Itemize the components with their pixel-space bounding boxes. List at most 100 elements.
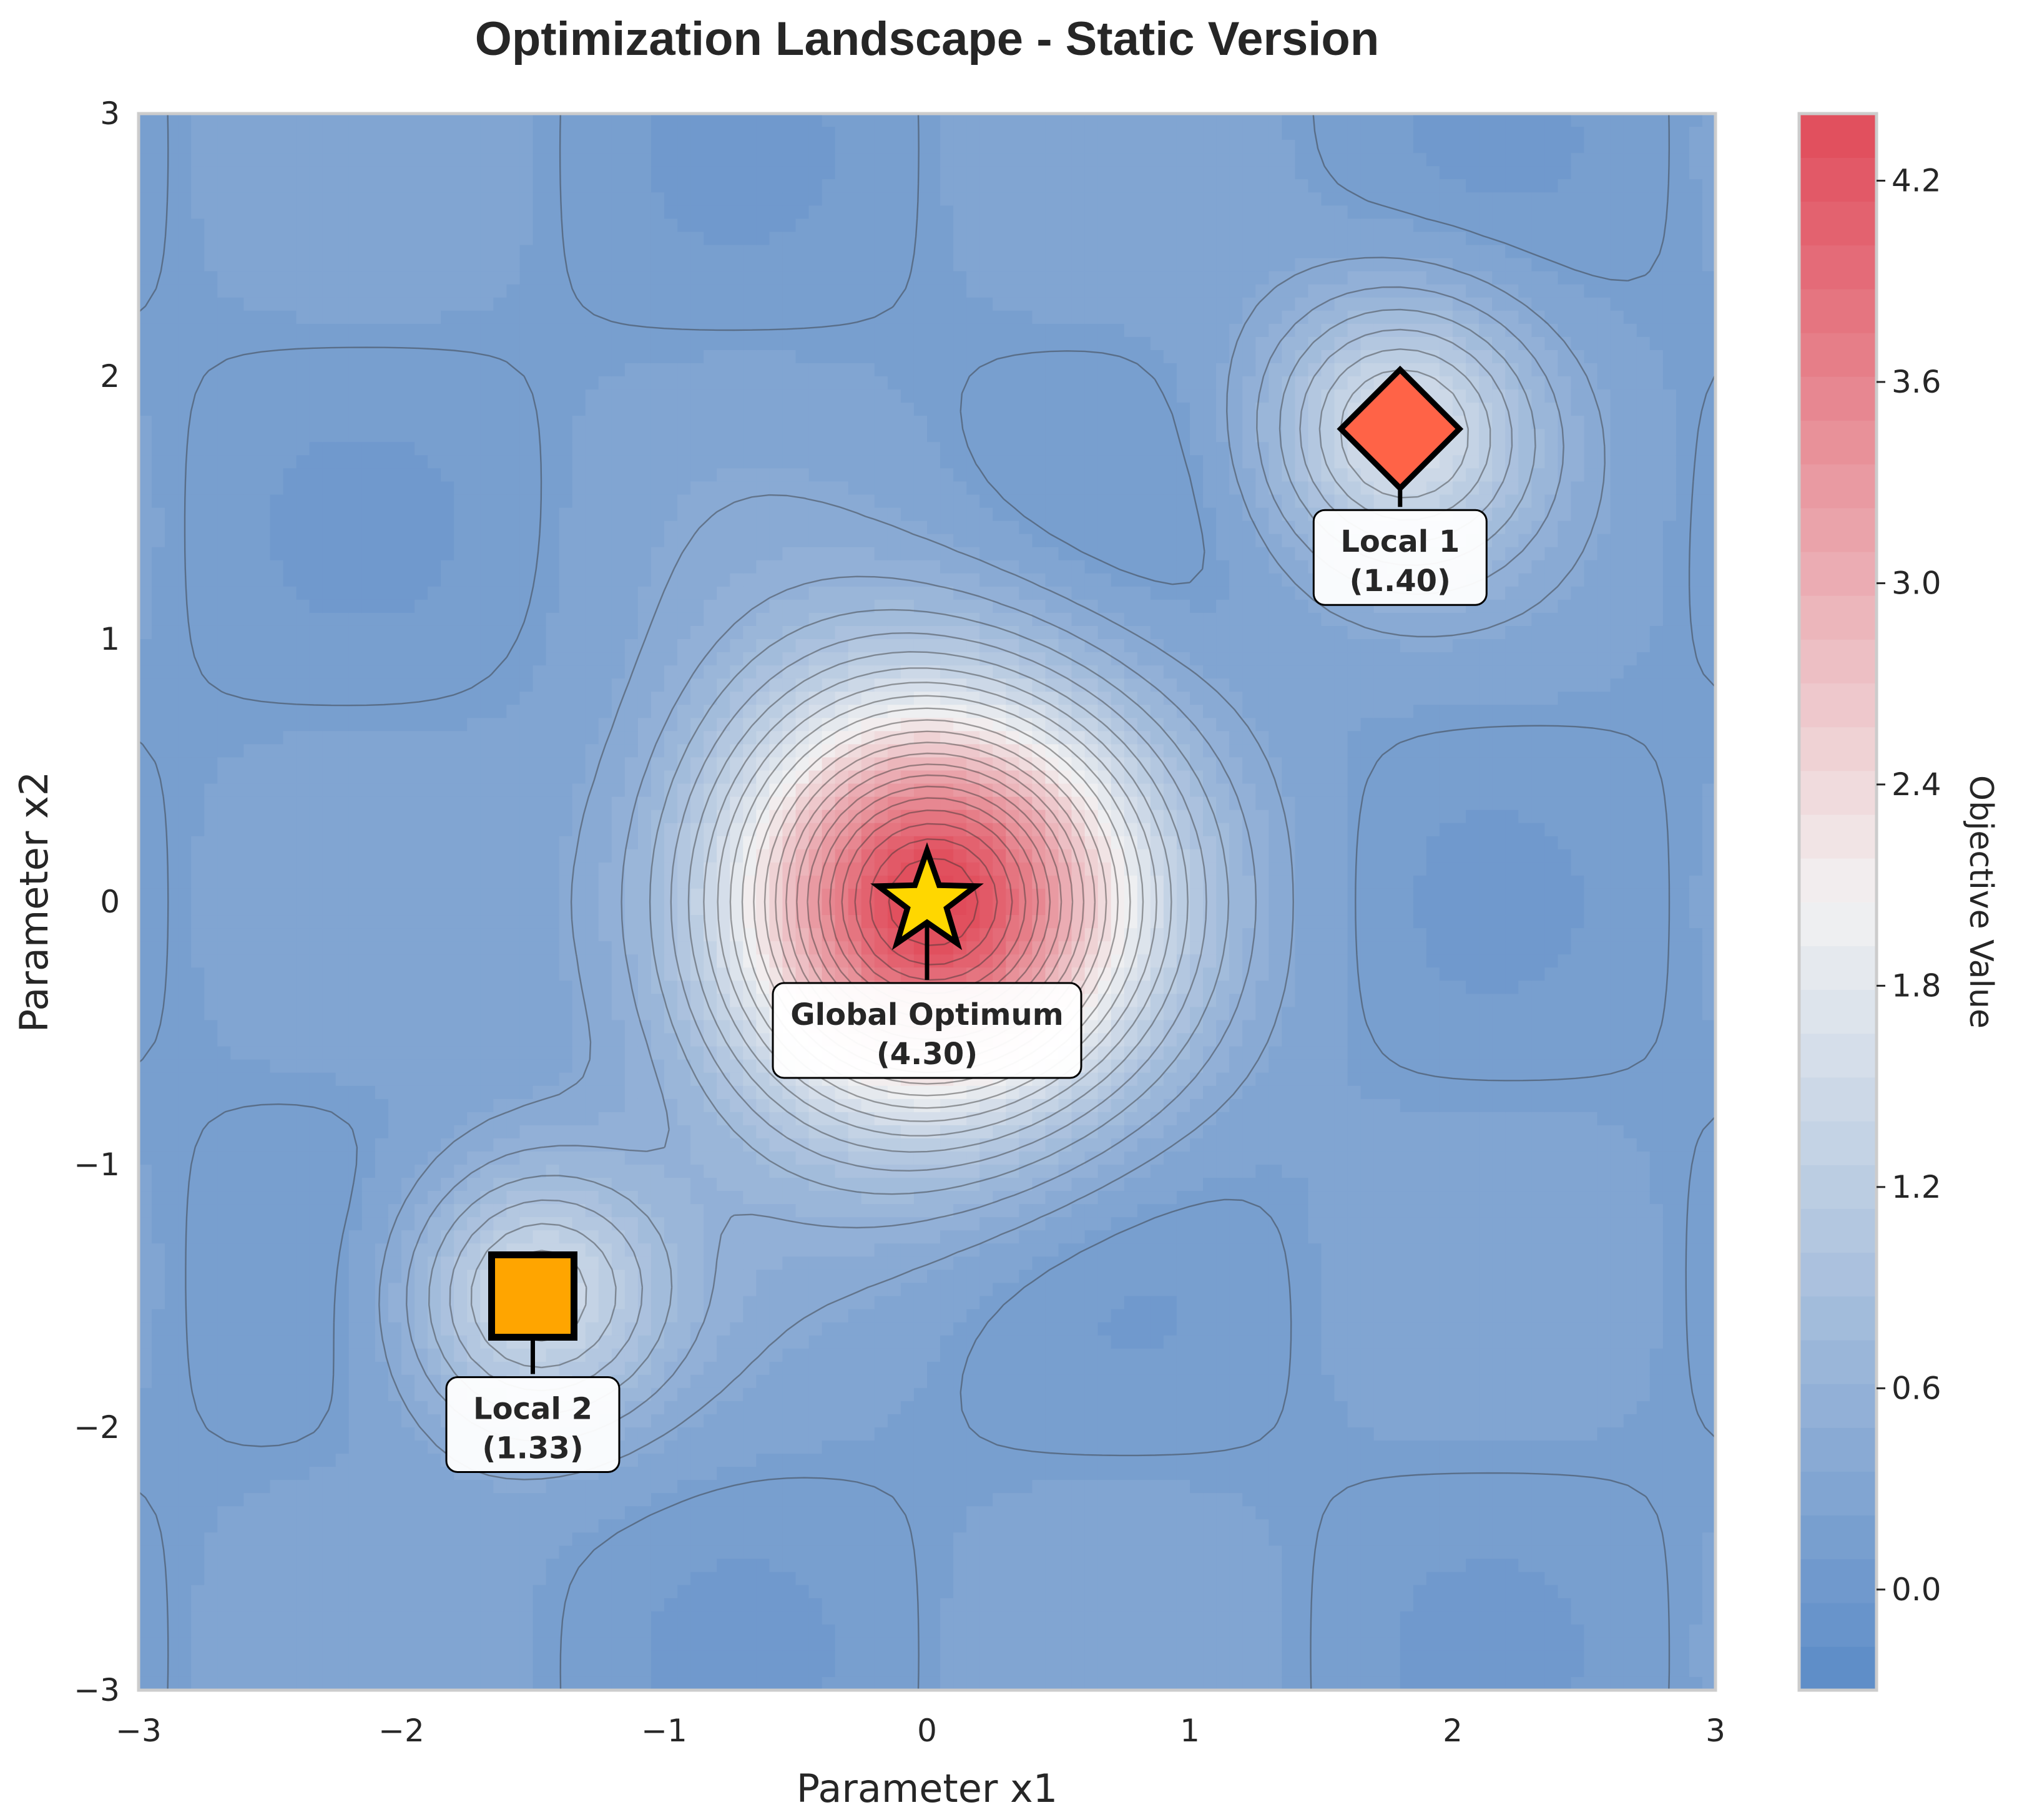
- contour-cell: [191, 928, 205, 942]
- contour-cell: [217, 1650, 232, 1665]
- contour-cell: [191, 1072, 205, 1087]
- contour-cell: [441, 363, 454, 377]
- contour-cell: [296, 796, 310, 811]
- contour-cell: [361, 363, 376, 377]
- contour-cell: [361, 284, 376, 298]
- contour-cell: [480, 731, 494, 745]
- contour-cell: [335, 1441, 350, 1454]
- contour-cell: [532, 1480, 547, 1494]
- contour-cell: [585, 1046, 599, 1060]
- contour-cell: [664, 1296, 678, 1310]
- contour-cell: [257, 310, 271, 325]
- contour-cell: [335, 547, 350, 561]
- contour-cell: [664, 192, 678, 207]
- contour-cell: [296, 218, 310, 233]
- contour-cell: [283, 363, 297, 377]
- contour-cell: [519, 350, 534, 364]
- contour-cell: [480, 954, 494, 969]
- contour-cell: [415, 1283, 428, 1297]
- contour-cell: [441, 323, 454, 338]
- contour-cell: [441, 573, 454, 587]
- contour-cell: [335, 639, 350, 653]
- contour-cell: [243, 521, 258, 535]
- contour-cell: [191, 1427, 205, 1441]
- contour-cell: [598, 179, 612, 193]
- contour-cell: [375, 1007, 389, 1021]
- contour-cell: [257, 1020, 271, 1034]
- contour-cell: [493, 534, 508, 548]
- contour-cell: [637, 757, 652, 771]
- contour-cell: [572, 1506, 586, 1520]
- contour-cell: [388, 1519, 402, 1534]
- contour-cell: [454, 1335, 468, 1349]
- contour-cell: [480, 718, 494, 732]
- contour-cell: [650, 1532, 665, 1547]
- contour-cell: [637, 1441, 652, 1454]
- contour-cell: [415, 416, 428, 429]
- contour-cell: [375, 586, 389, 600]
- contour-cell: [270, 1178, 284, 1191]
- contour-cell: [165, 179, 179, 193]
- contour-cell: [480, 770, 494, 785]
- contour-cell: [585, 1165, 599, 1178]
- contour-cell: [335, 1230, 350, 1245]
- contour-cell: [467, 1572, 481, 1586]
- contour-cell: [348, 875, 363, 889]
- contour-cell: [467, 481, 481, 496]
- contour-cell: [611, 1296, 626, 1310]
- contour-cell: [388, 245, 402, 259]
- contour-cell: [559, 928, 573, 942]
- contour-cell: [650, 888, 665, 903]
- contour-cell: [270, 245, 284, 259]
- contour-cell: [506, 297, 521, 311]
- contour-cell: [454, 902, 468, 916]
- contour-cell: [283, 783, 297, 798]
- contour-cell: [467, 140, 481, 154]
- contour-cell: [165, 1585, 179, 1599]
- contour-cell: [572, 1480, 586, 1494]
- contour-cell: [677, 967, 691, 982]
- contour-cell: [598, 1072, 612, 1087]
- contour-cell: [388, 1532, 402, 1547]
- contour-cell: [677, 258, 691, 272]
- contour-cell: [230, 718, 245, 732]
- contour-cell: [454, 1256, 468, 1271]
- contour-cell: [585, 560, 599, 574]
- contour-cell: [441, 416, 454, 429]
- contour-cell: [637, 1112, 652, 1126]
- contour-cell: [217, 705, 232, 719]
- contour-cell: [257, 205, 271, 220]
- contour-cell: [230, 547, 245, 561]
- contour-cell: [532, 705, 547, 719]
- contour-cell: [585, 245, 599, 259]
- contour-cell: [585, 967, 599, 982]
- contour-cell: [559, 468, 573, 482]
- contour-cell: [519, 481, 534, 496]
- contour-cell: [441, 1361, 454, 1376]
- contour-cell: [257, 140, 271, 154]
- contour-cell: [401, 994, 415, 1008]
- contour-cell: [230, 232, 245, 246]
- contour-cell: [243, 1335, 258, 1349]
- contour-cell: [415, 363, 428, 377]
- contour-cell: [375, 888, 389, 903]
- contour-cell: [637, 586, 652, 600]
- contour-cell: [467, 1506, 481, 1520]
- contour-cell: [441, 1125, 454, 1139]
- contour-cell: [139, 1480, 152, 1494]
- contour-cell: [637, 534, 652, 548]
- contour-cell: [637, 836, 652, 850]
- contour-cell: [454, 1598, 468, 1612]
- contour-cell: [532, 757, 547, 771]
- contour-cell: [152, 297, 165, 311]
- contour-cell: [283, 1178, 297, 1191]
- contour-cell: [519, 705, 534, 719]
- contour-cell: [624, 521, 639, 535]
- contour-cell: [204, 718, 218, 732]
- contour-cell: [441, 205, 454, 220]
- contour-cell: [217, 1441, 232, 1454]
- contour-cell: [165, 494, 179, 509]
- contour-cell: [230, 1309, 245, 1323]
- contour-cell: [546, 744, 560, 758]
- contour-cell: [257, 114, 271, 127]
